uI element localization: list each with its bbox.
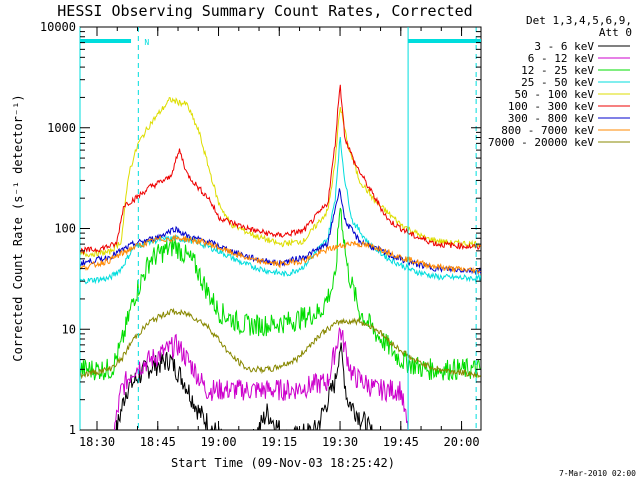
x-tick-label: 18:45 bbox=[140, 435, 176, 449]
series-layer bbox=[80, 84, 481, 430]
date-stamp: 7-Mar-2010 02:00 bbox=[559, 469, 636, 478]
series-line-1 bbox=[113, 326, 409, 430]
legend-header-line-1: Det 1,3,4,5,6,9, bbox=[526, 14, 632, 27]
legend-label: 3 - 6 keV bbox=[534, 40, 594, 53]
series-line-5 bbox=[80, 84, 481, 255]
legend-label: 6 - 12 keV bbox=[528, 52, 595, 65]
legend-label: 100 - 300 keV bbox=[508, 100, 594, 113]
legend-label: 7000 - 20000 keV bbox=[488, 136, 594, 149]
y-tick-label: 1 bbox=[69, 423, 76, 437]
y-axis-label: Corrected Count Rate (s⁻¹ detector⁻¹) bbox=[11, 94, 25, 361]
x-axis-label: Start Time (09-Nov-03 18:25:42) bbox=[171, 456, 395, 470]
x-tick-label: 19:45 bbox=[383, 435, 419, 449]
legend-label: 12 - 25 keV bbox=[521, 64, 594, 77]
x-tick-label: 20:00 bbox=[443, 435, 479, 449]
legend-label: 25 - 50 keV bbox=[521, 76, 594, 89]
series-line-7 bbox=[80, 233, 481, 274]
x-tick-label: 19:30 bbox=[322, 435, 358, 449]
annotation-n: N bbox=[144, 38, 149, 47]
x-tick-label: 19:00 bbox=[200, 435, 236, 449]
series-line-2 bbox=[80, 207, 481, 381]
series-line-4 bbox=[80, 97, 481, 258]
axis-layer: 1 10 100 1000 10000 18:30 18:45 19:00 19:15 19:30… bbox=[40, 20, 481, 449]
y-tick-label: 10000 bbox=[40, 20, 76, 34]
legend-label: 50 - 100 keV bbox=[515, 88, 595, 101]
series-line-8 bbox=[80, 307, 481, 380]
x-tick-label: 19:15 bbox=[261, 435, 297, 449]
chart-title: HESSI Observing Summary Count Rates, Cor… bbox=[57, 2, 472, 20]
y-tick-label: 10 bbox=[62, 322, 76, 336]
legend-label: 300 - 800 keV bbox=[508, 112, 594, 125]
y-tick-label: 1000 bbox=[47, 121, 76, 135]
legend-label: 800 - 7000 keV bbox=[501, 124, 594, 137]
y-tick-label: 100 bbox=[54, 222, 76, 236]
x-tick-label: 18:30 bbox=[79, 435, 115, 449]
legend-header-line-2: Att 0 bbox=[599, 26, 632, 39]
